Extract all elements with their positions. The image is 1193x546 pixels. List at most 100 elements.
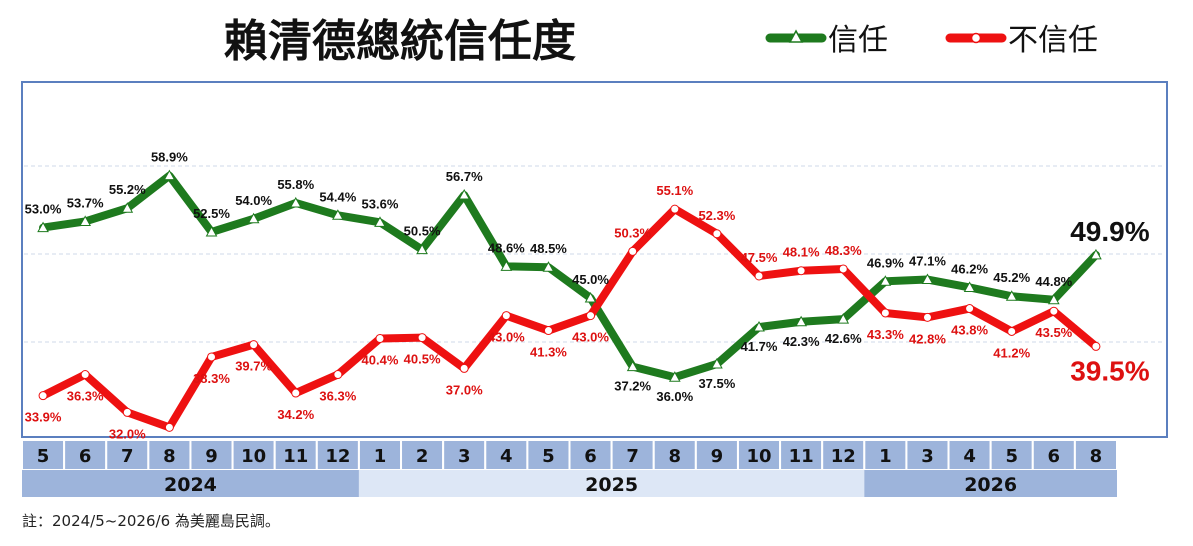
distrust-data-label: 43.8% — [951, 323, 988, 338]
trust-point — [879, 275, 892, 286]
month-label: 11 — [789, 446, 814, 467]
trust-point — [753, 321, 765, 332]
trust-point — [542, 261, 555, 272]
year-cell — [22, 470, 359, 497]
distrust-point — [712, 229, 722, 239]
plot-frame — [21, 81, 1168, 438]
month-label: 7 — [121, 446, 134, 467]
year-axis: 2024 2025 2026 — [22, 470, 1117, 497]
trust-point — [1005, 290, 1018, 301]
year-label: 2025 — [585, 474, 638, 496]
trust-data-label: 44.8% — [1035, 274, 1072, 289]
distrust-data-label: 36.3% — [319, 389, 356, 404]
trust-point — [332, 209, 344, 220]
month-cell — [189, 439, 234, 471]
distrust-data-label: 40.5% — [404, 352, 441, 367]
trust-data-label: 45.0% — [572, 272, 609, 287]
trust-point — [1047, 293, 1060, 305]
distrust-data-label: 43.0% — [572, 330, 609, 345]
year-label: 2024 — [164, 474, 217, 496]
chart-title: 賴清德總統信任度 — [224, 16, 576, 67]
legend-trust-label: 信任 — [828, 23, 888, 58]
legend-circle-icon — [970, 32, 982, 44]
legend: 信任 不信任 — [765, 23, 1098, 58]
trust-data-label: 42.6% — [825, 331, 862, 346]
distrust-data-label: 43.5% — [1035, 325, 1072, 340]
distrust-point — [375, 333, 385, 343]
distrust-point — [922, 312, 932, 322]
distrust-data-label: 41.3% — [530, 345, 567, 360]
trust-data-label: 46.9% — [867, 255, 904, 270]
year-label: 2026 — [964, 474, 1017, 496]
month-label: 6 — [1048, 446, 1061, 467]
distrust-data-label: 32.0% — [109, 426, 146, 441]
month-label: 6 — [79, 446, 92, 467]
distrust-point — [628, 246, 638, 256]
distrust-point — [122, 407, 132, 417]
distrust-data-label: 34.2% — [277, 407, 314, 422]
distrust-data-label: 37.0% — [446, 382, 483, 397]
month-label: 5 — [37, 446, 50, 467]
trust-data-label: 37.5% — [698, 376, 735, 391]
month-cell — [105, 439, 150, 471]
distrust-point — [207, 352, 217, 362]
trust-data-label: 52.5% — [193, 206, 230, 221]
distrust-data-label: 36.3% — [67, 389, 104, 404]
trust-point — [711, 357, 723, 369]
month-cell — [779, 439, 824, 471]
distrust-data-label: 38.3% — [193, 371, 230, 386]
trust-point — [205, 225, 218, 237]
trust-point — [921, 273, 934, 285]
legend-distrust-label: 不信任 — [1008, 23, 1098, 58]
series-line-distrust — [39, 205, 1100, 432]
distrust-data-label: 55.1% — [656, 183, 693, 198]
month-axis: 5 6 7 8 9 10 11 12 1 2 3 4 5 6 7 8 9 10 11 12 1 3 4 5 6 8 — [21, 439, 1119, 471]
trust-point — [1090, 248, 1102, 260]
distrust-data-label: 43.0% — [488, 330, 525, 345]
distrust-data-label: 47.5% — [741, 250, 778, 265]
distrust-point — [1091, 341, 1101, 351]
trust-point — [374, 216, 386, 227]
distrust-data-label: 39.7% — [235, 359, 272, 374]
month-label: 5 — [542, 446, 555, 467]
month-label: 6 — [584, 446, 597, 467]
trust-point — [458, 189, 471, 200]
month-label: 8 — [163, 446, 176, 467]
distrust-data-label: 48.3% — [825, 243, 862, 258]
trust-data-label: 48.5% — [530, 241, 567, 256]
trust-point — [963, 281, 976, 292]
distrust-point — [965, 304, 975, 314]
month-label: 10 — [746, 446, 771, 467]
trust-data-label: 37.2% — [614, 379, 651, 394]
distrust-point — [796, 266, 806, 276]
trust-data-label: 48.6% — [488, 240, 525, 255]
distrust-point — [501, 311, 511, 321]
trust-data-label: 53.7% — [67, 195, 104, 210]
trust-point — [416, 243, 428, 255]
month-label: 8 — [669, 446, 682, 467]
distrust-data-label: 50.3% — [614, 225, 651, 240]
distrust-point — [333, 370, 343, 380]
trust-point — [121, 202, 134, 213]
month-label: 5 — [1005, 446, 1018, 467]
distrust-point — [543, 326, 553, 336]
trust-point — [163, 169, 176, 181]
month-cell — [947, 439, 992, 471]
trust-data-label: 56.7% — [446, 169, 483, 184]
distrust-data-label: 40.4% — [362, 352, 399, 367]
month-label: 1 — [374, 446, 387, 467]
trust-data-label: 45.2% — [993, 270, 1030, 285]
month-label: 3 — [458, 446, 471, 467]
trust-data-label: 53.6% — [362, 196, 399, 211]
distrust-point — [38, 391, 48, 401]
trust-data-label: 55.2% — [109, 182, 146, 197]
distrust-data-label: 41.2% — [993, 345, 1030, 360]
trust-point — [289, 196, 302, 208]
month-label: 4 — [963, 446, 976, 467]
distrust-point — [1007, 326, 1017, 336]
month-cell — [821, 439, 866, 471]
month-label: 12 — [831, 446, 856, 467]
trust-data-label: 47.1% — [909, 254, 946, 269]
year-cell — [358, 470, 865, 497]
